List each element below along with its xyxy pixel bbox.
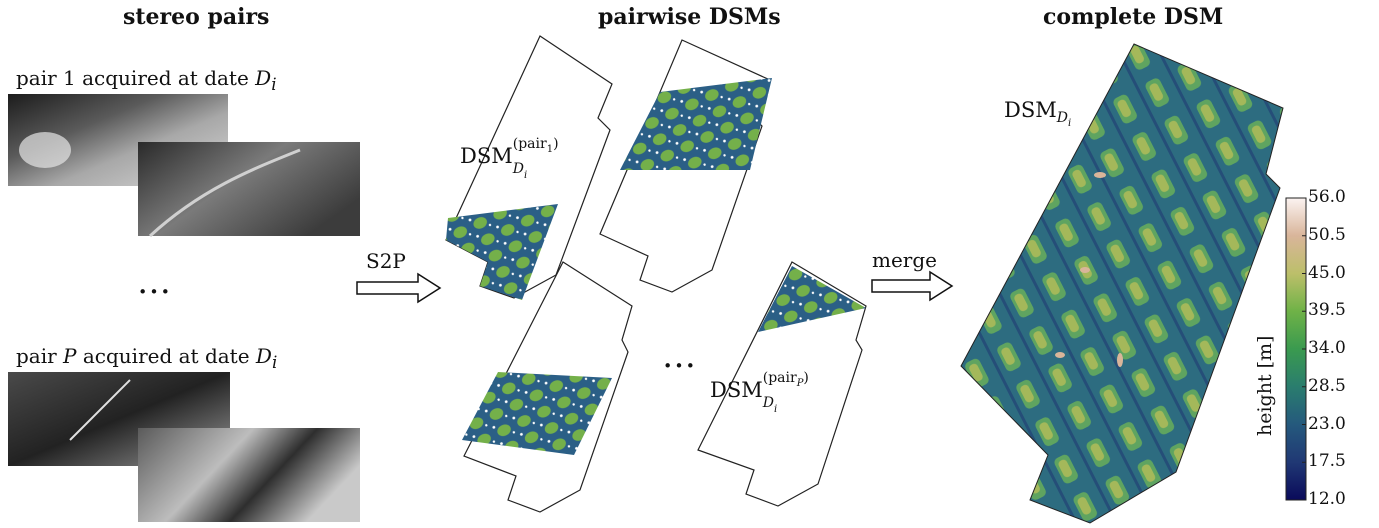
- dsm-label-pairP: DSM (pairP) Di: [710, 370, 809, 416]
- colorbar-tick-label: 34.0: [1308, 338, 1346, 358]
- s2p-arrow: [356, 272, 442, 304]
- pairwise-dsm-3: [462, 261, 633, 513]
- ellipsis-stereo: …: [137, 262, 171, 302]
- merge-label: merge: [872, 248, 937, 272]
- dsm-patch: [446, 204, 558, 300]
- pairwise-dsm-4: [697, 261, 867, 507]
- satellite-image-pairP-b: [138, 428, 360, 522]
- complete-dsm-map: [960, 43, 1284, 524]
- heading-stereo-pairs: stereo pairs: [123, 4, 270, 30]
- ellipsis-pairwise: …: [662, 336, 696, 376]
- dsm-sub-var: D: [1056, 110, 1068, 127]
- satellite-road: [69, 379, 131, 441]
- caption-date-sub-2: i: [271, 353, 278, 372]
- dsm-sub-var: D: [512, 161, 524, 177]
- dsm-highlight: [1117, 353, 1123, 367]
- dsm-highlight: [1055, 352, 1065, 358]
- colorbar-tick-label: 17.5: [1308, 451, 1346, 472]
- caption-pair-1-text: pair 1 acquired at date: [16, 66, 256, 90]
- satellite-feature: [19, 132, 71, 168]
- dsm-base: DSM: [460, 144, 513, 168]
- caption-pair-p-suffix: acquired at date: [76, 344, 256, 368]
- dsm-sub-var: D: [762, 395, 774, 411]
- caption-pair-p-prefix: pair: [16, 344, 64, 368]
- dsm-sub-sub: i: [523, 170, 528, 182]
- dsm-sub-sub: i: [1067, 117, 1072, 129]
- dsm-label-pair1: DSM (pair1) Di: [460, 136, 559, 182]
- caption-date-sub: i: [271, 75, 277, 94]
- satellite-road: [148, 148, 301, 238]
- dsm-base: DSM: [710, 378, 763, 402]
- dsm-sup-close: ): [553, 136, 559, 152]
- dsm-highlight: [1094, 172, 1106, 178]
- colorbar-tick-label: 45.0: [1308, 262, 1346, 283]
- dsm-label-complete: DSMDi: [1004, 98, 1071, 130]
- caption-pair-p-var: P: [63, 344, 77, 368]
- dsm-sup: (pair: [512, 136, 547, 152]
- caption-date-var-2: D: [255, 344, 272, 368]
- heading-pairwise-dsms: pairwise DSMs: [598, 4, 781, 30]
- heading-complete-dsm: complete DSM: [1043, 4, 1224, 30]
- pairwise-dsm-1: [445, 35, 613, 300]
- dsm-sup-close: ): [803, 370, 809, 386]
- pairwise-dsm-2: [599, 39, 772, 293]
- colorbar-tick-label: 28.5: [1308, 375, 1346, 396]
- dsm-patch: [758, 266, 866, 332]
- colorbar-tick-label: 12.0: [1308, 489, 1346, 509]
- caption-pair-p: pair P acquired at date Di: [16, 344, 277, 372]
- colorbar-tick-label: 50.5: [1308, 224, 1346, 245]
- dsm-patch: [620, 78, 772, 170]
- caption-pair-1: pair 1 acquired at date Di: [16, 66, 277, 94]
- s2p-label: S2P: [366, 249, 406, 273]
- merge-arrow: [871, 270, 954, 302]
- satellite-image-pair1-b: [138, 142, 360, 236]
- colorbar-label: height [m]: [1254, 335, 1276, 436]
- dsm-base: DSM: [1004, 98, 1057, 122]
- dsm-sub-sub: i: [773, 404, 778, 416]
- dsm-sup: (pair: [762, 370, 797, 386]
- colorbar-tick-label: 23.0: [1308, 413, 1346, 434]
- colorbar-ticks: [1302, 197, 1306, 501]
- colorbar-tick-label: 39.5: [1308, 300, 1346, 321]
- dsm-highlight: [1080, 267, 1090, 273]
- dsm-sup-sub: 1: [546, 143, 554, 155]
- dsm-patch: [462, 372, 612, 455]
- colorbar-tick-label: 56.0: [1308, 187, 1346, 207]
- caption-date-var: D: [255, 66, 272, 90]
- dsm-sup-sub: P: [796, 377, 804, 389]
